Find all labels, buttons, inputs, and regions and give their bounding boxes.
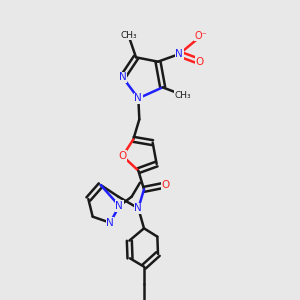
Text: N: N xyxy=(134,203,142,213)
Text: N: N xyxy=(134,93,142,103)
Text: N: N xyxy=(119,72,127,82)
Text: O: O xyxy=(196,57,204,67)
Text: CH₃: CH₃ xyxy=(120,31,136,40)
Text: N: N xyxy=(176,49,183,59)
Text: N: N xyxy=(106,218,114,228)
Text: O: O xyxy=(161,180,170,190)
Text: CH₃: CH₃ xyxy=(174,91,191,100)
Text: O⁻: O⁻ xyxy=(195,31,207,41)
Text: O: O xyxy=(118,151,127,161)
Text: N: N xyxy=(116,201,123,211)
